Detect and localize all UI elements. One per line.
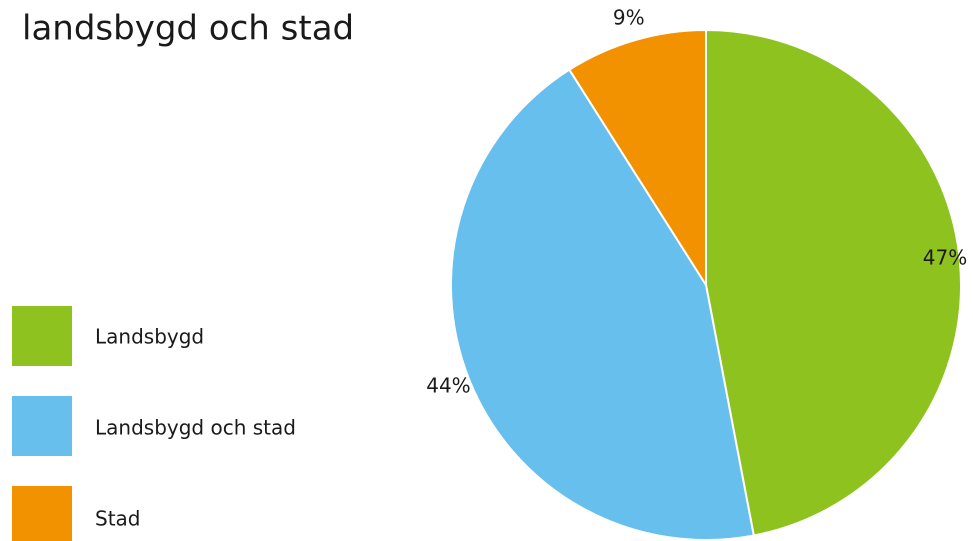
pie-slice bbox=[450, 68, 755, 541]
legend-swatch bbox=[12, 396, 72, 456]
legend-label: Landsbygd och stad bbox=[95, 416, 296, 440]
pie-slice bbox=[567, 28, 707, 289]
chart-title: landsbygd och stad bbox=[22, 9, 354, 49]
legend-swatch bbox=[12, 486, 72, 541]
legend-label: Stad bbox=[95, 507, 141, 531]
slice-label: 9% bbox=[613, 5, 645, 29]
pie-slice bbox=[705, 28, 962, 537]
slice-label: 47% bbox=[923, 245, 967, 269]
legend-swatch bbox=[12, 306, 72, 366]
legend-label: Landsbygd bbox=[95, 325, 204, 349]
slice-label: 44% bbox=[426, 373, 470, 397]
